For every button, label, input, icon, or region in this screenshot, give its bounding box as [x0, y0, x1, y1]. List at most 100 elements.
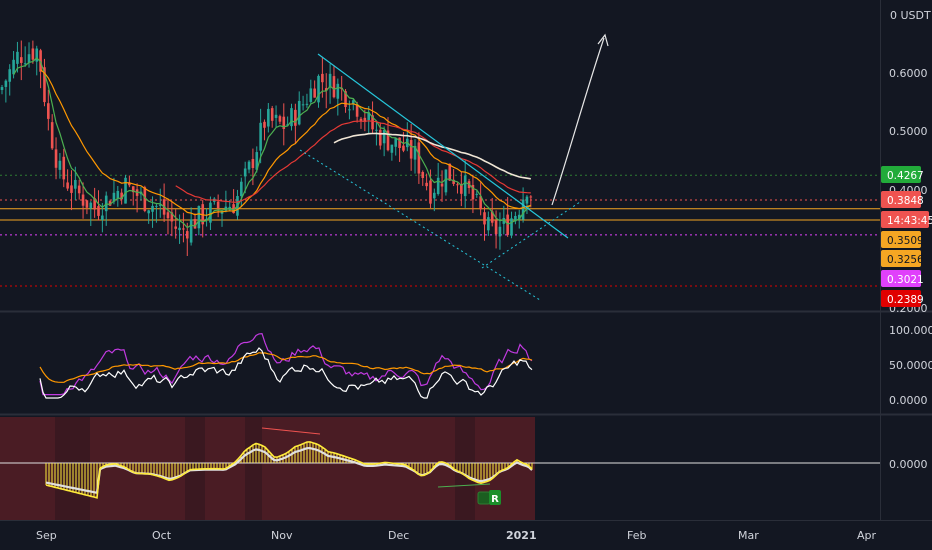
candle-body — [433, 192, 436, 199]
candle-body — [8, 69, 12, 82]
candle-body — [251, 158, 255, 168]
moving-averages-layer — [13, 57, 532, 229]
descending-trendline — [317, 53, 569, 239]
candle-body — [371, 115, 374, 130]
candle-body — [201, 204, 205, 225]
candle-body — [324, 88, 328, 91]
candle-body — [413, 145, 417, 160]
candle-body — [398, 137, 401, 149]
candle-body — [189, 219, 193, 243]
candle-body — [490, 211, 494, 223]
rsi-label-50: 50.0000 — [889, 359, 932, 372]
candle-body — [20, 57, 23, 63]
ema-long-line — [333, 132, 531, 180]
candle-body — [89, 202, 93, 209]
candle-body — [429, 180, 432, 204]
candle-body — [479, 196, 482, 210]
candle-body — [128, 182, 131, 186]
channel-lower-line — [299, 149, 541, 301]
currency-label: 0 USDT — [890, 9, 931, 22]
ema-fast-line — [13, 57, 532, 229]
tag-orange-text: 0.3509 — [887, 235, 924, 247]
candle-body — [131, 186, 135, 193]
candle-body — [494, 220, 498, 235]
candle-body — [4, 80, 8, 87]
candle-body — [174, 226, 177, 229]
candle-body — [386, 130, 390, 151]
badge-marker — [477, 491, 491, 505]
rsi-pane[interactable] — [0, 313, 880, 413]
price-label-0-6: 0.6000 — [889, 67, 928, 80]
candle-body — [74, 179, 77, 189]
candle-body — [436, 177, 440, 195]
candle-body — [529, 196, 533, 198]
tag-orange2-text: 0.3256 — [887, 254, 924, 266]
candle-body — [487, 217, 490, 231]
arrow-head-icon — [597, 33, 609, 47]
candle-body — [321, 73, 324, 83]
time-label-apr: Apr — [857, 529, 877, 542]
rsi-fast-line — [39, 332, 533, 396]
candle-body — [70, 185, 73, 193]
ema-slow-line — [175, 120, 531, 203]
candle-body — [351, 100, 355, 105]
candle-body — [332, 76, 336, 98]
candle-body — [328, 73, 332, 88]
candle-body — [402, 145, 405, 151]
candle-body — [247, 161, 251, 170]
rsi-label-0: 0.0000 — [889, 394, 928, 407]
candle-body — [193, 218, 197, 229]
candle-body — [77, 185, 81, 194]
candle-body — [0, 87, 4, 90]
macd-dark-band — [455, 417, 475, 520]
candle-body — [475, 193, 479, 195]
candle-body — [50, 122, 54, 149]
candle-body — [224, 206, 228, 211]
projection-arrow[interactable] — [551, 37, 605, 206]
candle-body — [409, 140, 413, 159]
candle-body — [205, 218, 208, 220]
candle-body — [155, 205, 158, 207]
candle-body — [112, 192, 116, 202]
candle-body — [286, 124, 289, 126]
candle-body — [363, 117, 367, 122]
rsi-layer — [39, 332, 533, 399]
candle-body — [97, 206, 100, 216]
signal-badge[interactable]: R — [477, 490, 501, 505]
candle-body — [54, 149, 58, 168]
candle-body — [35, 48, 39, 62]
candle-body — [317, 75, 320, 103]
candle-body — [452, 179, 455, 184]
time-label-nov: Nov — [271, 529, 293, 542]
candle-body — [93, 198, 96, 210]
candle-body — [514, 215, 517, 222]
candle-body — [182, 228, 185, 230]
macd-line — [45, 441, 533, 499]
candle-body — [425, 182, 428, 187]
candle-body — [510, 218, 513, 236]
tag-timer-box — [881, 211, 929, 228]
candle-body — [43, 67, 46, 103]
bullish-divergence-line — [437, 483, 491, 488]
candle-body — [31, 48, 35, 60]
time-label-sep: Sep — [36, 529, 57, 542]
candle-body — [375, 129, 378, 131]
candle-body — [108, 201, 112, 206]
candle-body — [359, 118, 363, 122]
candle-body — [294, 109, 297, 126]
main-pane[interactable] — [0, 0, 880, 310]
candle-body — [440, 183, 444, 187]
candle-body — [62, 156, 66, 180]
candle-body — [58, 160, 62, 170]
candle-body — [143, 187, 147, 211]
candle-body — [216, 201, 220, 209]
candle-body — [267, 108, 270, 127]
price-label-0-5: 0.5000 — [889, 125, 928, 138]
rsi-label-100: 100.0000 — [889, 324, 932, 337]
candle-body — [116, 190, 120, 199]
candle-body — [101, 215, 104, 220]
candle-body — [448, 163, 452, 181]
tag-magenta-text: 0.3021 — [887, 274, 924, 286]
candle-body — [23, 63, 27, 65]
